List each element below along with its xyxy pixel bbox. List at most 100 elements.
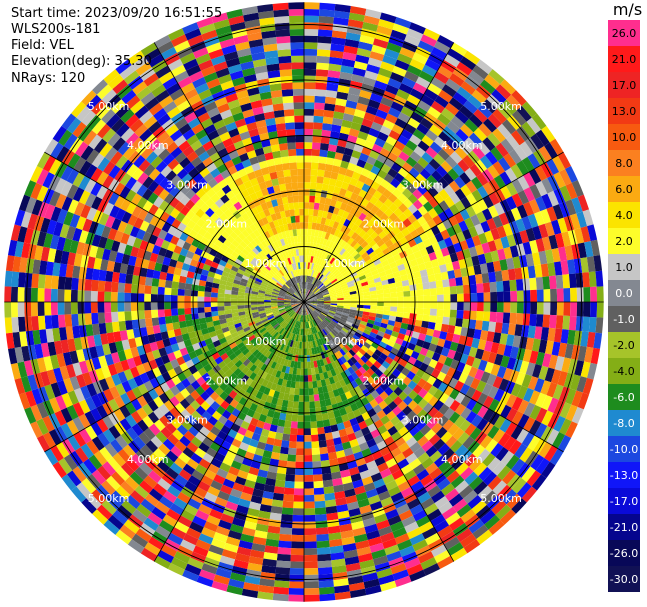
- velocity-gate: [310, 276, 314, 284]
- velocity-gate: [304, 135, 313, 143]
- velocity-gate: [317, 35, 332, 44]
- velocity-gate: [331, 165, 341, 174]
- velocity-gate: [384, 207, 394, 218]
- velocity-gate: [305, 262, 309, 269]
- velocity-gate: [343, 297, 351, 300]
- velocity-gate: [363, 308, 371, 313]
- velocity-gate: [374, 247, 383, 255]
- velocity-gate: [437, 294, 444, 302]
- velocity-gate: [318, 440, 327, 448]
- velocity-gate: [316, 533, 330, 542]
- velocity-gate: [462, 154, 475, 168]
- velocity-gate: [347, 266, 355, 273]
- velocity-gate: [57, 302, 65, 315]
- velocity-gate: [311, 155, 320, 163]
- velocity-gate: [499, 259, 508, 271]
- velocity-gate: [369, 231, 379, 240]
- velocity-gate: [304, 381, 309, 389]
- velocity-gate: [564, 343, 574, 359]
- velocity-gate: [410, 178, 422, 189]
- velocity-gate: [400, 227, 411, 237]
- velocity-gate: [347, 134, 358, 144]
- velocity-gate: [534, 326, 543, 340]
- velocity-gate: [296, 435, 304, 442]
- velocity-gate: [290, 554, 304, 562]
- velocity-gate: [347, 237, 355, 246]
- velocity-gate: [447, 324, 456, 334]
- velocity-gate: [389, 71, 405, 83]
- velocity-gate: [583, 302, 591, 317]
- velocity-gate: [358, 174, 368, 184]
- velocity-gate: [151, 309, 159, 319]
- velocity-gate: [293, 501, 304, 509]
- velocity-gate: [318, 258, 323, 266]
- velocity-gate: [310, 303, 318, 305]
- velocity-gate: [448, 180, 461, 193]
- velocity-gate: [567, 259, 576, 275]
- velocity-gate: [516, 302, 524, 314]
- velocity-gate: [366, 155, 377, 166]
- velocity-gate: [346, 93, 360, 103]
- velocity-gate: [292, 521, 304, 529]
- velocity-gate: [297, 415, 304, 422]
- velocity-gate: [334, 104, 346, 114]
- velocity-gate: [157, 302, 165, 310]
- velocity-gate: [358, 221, 367, 230]
- velocity-gate: [535, 181, 548, 197]
- velocity-gate: [370, 298, 378, 302]
- velocity-gate: [318, 284, 325, 290]
- velocity-gate: [323, 304, 331, 307]
- velocity-gate: [476, 292, 484, 302]
- velocity-gate: [417, 295, 424, 302]
- velocity-gate: [283, 494, 294, 502]
- velocity-gate: [330, 278, 338, 284]
- velocity-gate: [544, 221, 555, 237]
- velocity-gate: [104, 312, 112, 323]
- velocity-gate: [523, 302, 531, 314]
- velocity-gate: [297, 428, 304, 436]
- velocity-gate: [325, 282, 332, 288]
- velocity-gate: [329, 56, 343, 66]
- velocity-gate: [350, 299, 358, 302]
- velocity-gate: [329, 293, 337, 297]
- velocity-gate: [350, 293, 357, 298]
- velocity-gate: [311, 441, 320, 449]
- velocity-gate: [565, 182, 578, 200]
- velocity-gate: [430, 77, 446, 90]
- velocity-gate: [421, 151, 434, 164]
- velocity-gate: [291, 541, 304, 549]
- velocity-gate: [512, 256, 522, 269]
- velocity-gate: [317, 553, 332, 562]
- velocity-gate: [184, 302, 191, 309]
- velocity-gate: [304, 248, 307, 256]
- velocity-gate: [409, 307, 418, 314]
- velocity-gate: [117, 292, 125, 302]
- velocity-gate: [379, 147, 391, 158]
- velocity-gate: [425, 129, 439, 142]
- velocity-gate: [402, 285, 410, 292]
- velocity-gate: [543, 302, 551, 315]
- velocity-gate: [320, 453, 330, 461]
- velocity-gate: [293, 394, 300, 402]
- velocity-gate: [580, 257, 589, 273]
- velocity-gate: [317, 302, 324, 305]
- velocity-gate: [191, 284, 199, 291]
- velocity-gate: [316, 540, 330, 549]
- velocity-gate: [431, 170, 443, 182]
- velocity-gate: [397, 263, 406, 272]
- velocity-gate: [274, 432, 284, 441]
- velocity-gate: [348, 269, 356, 276]
- velocity-gate: [527, 213, 539, 228]
- velocity-gate: [281, 507, 294, 515]
- velocity-gate: [484, 230, 495, 243]
- velocity-gate: [471, 176, 483, 190]
- velocity-gate: [323, 170, 332, 179]
- velocity-gate: [378, 230, 387, 240]
- velocity-gate: [432, 265, 441, 275]
- velocity-gate: [334, 152, 344, 161]
- velocity-gate: [328, 219, 336, 228]
- velocity-gate: [332, 269, 339, 276]
- velocity-gate: [361, 284, 370, 290]
- velocity-gate: [496, 248, 506, 261]
- velocity-gate: [304, 168, 311, 176]
